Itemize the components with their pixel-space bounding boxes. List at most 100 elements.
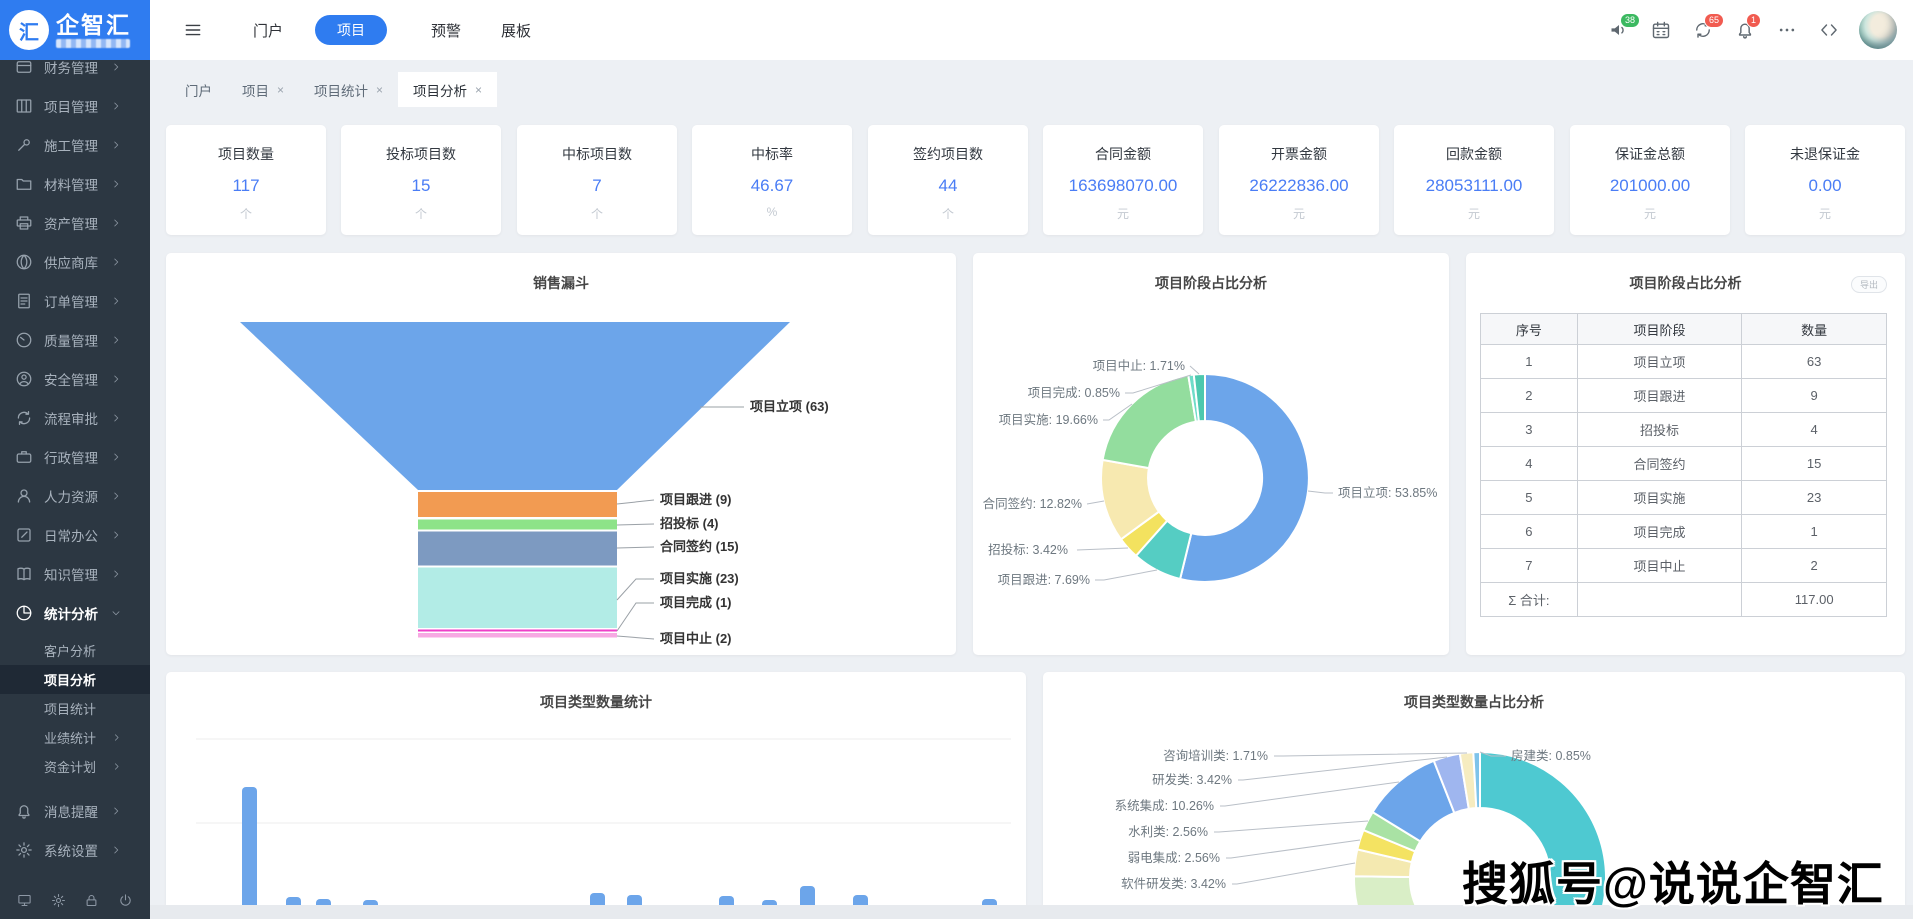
close-icon[interactable]: × xyxy=(475,82,483,97)
stat-title: 回款金额 xyxy=(1446,146,1502,162)
svg-text:合同签约 (15): 合同签约 (15) xyxy=(660,539,739,554)
table-header: 数量 xyxy=(1741,313,1887,345)
gear-icon xyxy=(15,841,33,859)
sidebar-item-label: 消息提醒 xyxy=(44,804,98,820)
watermark: 搜狐号@说说企智汇 xyxy=(1462,858,1884,910)
nav-项目[interactable]: 项目 xyxy=(315,15,388,45)
nav-门户[interactable]: 门户 xyxy=(253,22,284,40)
sidebar-item-人力资源[interactable]: 人力资源 xyxy=(0,476,150,515)
sidebar-item-安全管理[interactable]: 安全管理 xyxy=(0,359,150,398)
svg-text:弱电集成: 2.56%: 弱电集成: 2.56% xyxy=(1128,850,1220,865)
sidebar-item-资产管理[interactable]: 资产管理 xyxy=(0,203,150,242)
gear-icon[interactable] xyxy=(51,893,66,908)
stat-value: 117 xyxy=(232,176,260,195)
sales-funnel-card: 销售漏斗 项目立项 (63) 项目跟进 (9) 招投标 (4) 合同签约 (15) 项目… xyxy=(166,253,956,655)
tab-项目[interactable]: 项目 × xyxy=(227,72,299,107)
sidebar-item-label: 安全管理 xyxy=(44,372,98,388)
stat-title: 项目数量 xyxy=(218,146,274,162)
table-header: 序号 xyxy=(1480,313,1578,345)
expand-collapse-icon[interactable] xyxy=(1819,20,1839,40)
sidebar-item-知识管理[interactable]: 知识管理 xyxy=(0,554,150,593)
svg-text:项目立项: 53.85%: 项目立项: 53.85% xyxy=(1338,485,1437,500)
pending-tasks-icon[interactable]: 65 xyxy=(1693,13,1725,40)
badge-notifications: 1 xyxy=(1746,13,1762,28)
sidebar-subitem-业绩统计[interactable]: 业绩统计 xyxy=(0,723,150,752)
avatar[interactable] xyxy=(1859,11,1897,49)
sidebar-item-label: 流程审批 xyxy=(44,411,98,427)
sidebar-item-施工管理[interactable]: 施工管理 xyxy=(0,125,150,164)
notifications-icon[interactable]: 1 xyxy=(1735,13,1762,40)
sidebar-item-label: 订单管理 xyxy=(44,294,98,310)
monitor-icon[interactable] xyxy=(17,893,32,908)
sidebar-subitem-项目统计[interactable]: 项目统计 xyxy=(0,694,150,723)
lock-icon[interactable] xyxy=(84,893,99,908)
table-header: 项目阶段 xyxy=(1576,313,1743,345)
chart-title: 项目阶段占比分析 xyxy=(1155,275,1267,291)
stat-value: 26222836.00 xyxy=(1249,176,1349,195)
project-stage-pie-card: 项目阶段占比分析 项目中止: 1.71% 项目完成: 0.85% 项目实施: 19.… xyxy=(973,253,1449,655)
sidebar-item-质量管理[interactable]: 质量管理 xyxy=(0,320,150,359)
top-bar: 门户 项目 预警 展板 38 65 1 xyxy=(150,0,1913,60)
chevron-right-icon xyxy=(110,490,122,502)
sidebar-item-供应商库[interactable]: 供应商库 xyxy=(0,242,150,281)
sidebar-subitem-资金计划[interactable]: 资金计划 xyxy=(0,752,150,781)
tab-label: 项目统计 xyxy=(314,83,369,99)
more-icon[interactable] xyxy=(1777,20,1797,40)
svg-text:招投标: 3.42%: 招投标: 3.42% xyxy=(988,542,1068,557)
stat-title: 中标项目数 xyxy=(562,146,632,162)
project-type-pie-card: 项目类型数量占比分析 咨询培训类: 1.71% 房建类: 0.85% 研发类: 3.… xyxy=(1043,672,1905,905)
project-stage-table-card: 项目阶段占比分析 导出 序号 项目阶段 数量 1 项目立项 63 2 项目跟进 9 3 招投标 4 4 合… xyxy=(1466,253,1905,655)
sidebar-item-系统设置[interactable]: 系统设置 xyxy=(0,830,150,869)
stat-unit: 元 xyxy=(1292,207,1305,221)
stat-value: 7 xyxy=(592,176,602,195)
sidebar-item-项目管理[interactable]: 项目管理 xyxy=(0,86,150,125)
open-page-tabs: 门户 项目 × 项目统计 × 项目分析 × xyxy=(170,72,498,107)
sidebar-subitem-项目分析[interactable]: 项目分析 xyxy=(0,665,150,694)
sidebar-item-订单管理[interactable]: 订单管理 xyxy=(0,281,150,320)
hamburger-menu-icon[interactable] xyxy=(183,20,203,40)
sidebar-item-label: 统计分析 xyxy=(44,606,98,622)
stat-unit: 元 xyxy=(1818,207,1831,221)
stat-unit: % xyxy=(766,205,778,219)
sidebar-item-财务管理[interactable]: 财务管理 xyxy=(0,47,150,86)
chevron-right-icon xyxy=(110,217,122,229)
sidebar-item-label: 行政管理 xyxy=(44,450,98,466)
svg-text:项目跟进: 7.69%: 项目跟进: 7.69% xyxy=(998,573,1090,587)
sidebar: 汇 企智汇 财务管理项目管理 施工管理 材料管理 资产管理 供应商库订单管理质量管理安全… xyxy=(0,0,150,919)
sidebar-item-label: 财务管理 xyxy=(44,60,98,76)
sidebar-item-label: 知识管理 xyxy=(44,567,98,583)
sidebar-item-日常办公[interactable]: 日常办公 xyxy=(0,515,150,554)
sidebar-item-材料管理[interactable]: 材料管理 xyxy=(0,164,150,203)
tab-项目统计[interactable]: 项目统计 × xyxy=(299,72,398,107)
export-button[interactable]: 导出 xyxy=(1850,276,1887,293)
stat-value: 44 xyxy=(938,176,958,195)
sidebar-item-label: 系统设置 xyxy=(44,843,98,859)
sidebar-item-行政管理[interactable]: 行政管理 xyxy=(0,437,150,476)
tab-门户[interactable]: 门户 xyxy=(170,72,227,107)
announcements-icon[interactable]: 38 xyxy=(1609,13,1641,40)
viewport-cut-strip xyxy=(150,905,1913,919)
tab-项目分析[interactable]: 项目分析 × xyxy=(398,72,498,107)
nav-展板[interactable]: 展板 xyxy=(501,22,532,40)
stat-title: 签约项目数 xyxy=(913,146,983,162)
sidebar-item-流程审批[interactable]: 流程审批 xyxy=(0,398,150,437)
tab-label: 项目分析 xyxy=(413,83,468,99)
nav-预警[interactable]: 预警 xyxy=(431,22,462,40)
badge-announcements: 38 xyxy=(1620,13,1641,28)
chevron-right-icon xyxy=(110,451,122,463)
sidebar-item-统计分析[interactable]: 统计分析 xyxy=(0,593,150,632)
close-icon[interactable]: × xyxy=(277,82,285,97)
sidebar-subitem-客户分析[interactable]: 客户分析 xyxy=(0,636,150,665)
power-icon[interactable] xyxy=(118,893,133,908)
user-icon xyxy=(15,487,33,505)
stat-card-保证金总额: 保证金总额 201000.00 元 xyxy=(1570,125,1730,235)
sidebar-item-消息提醒[interactable]: 消息提醒 xyxy=(0,791,150,830)
stat-title: 未退保证金 xyxy=(1790,146,1860,162)
chart-title: 项目阶段占比分析 xyxy=(1629,275,1742,291)
chevron-right-icon xyxy=(110,334,122,346)
calendar-icon[interactable] xyxy=(1651,20,1671,40)
brand-logo[interactable]: 汇 企智汇 xyxy=(0,0,150,60)
close-icon[interactable]: × xyxy=(376,82,384,97)
svg-text:合同签约: 12.82%: 合同签约: 12.82% xyxy=(983,496,1082,511)
